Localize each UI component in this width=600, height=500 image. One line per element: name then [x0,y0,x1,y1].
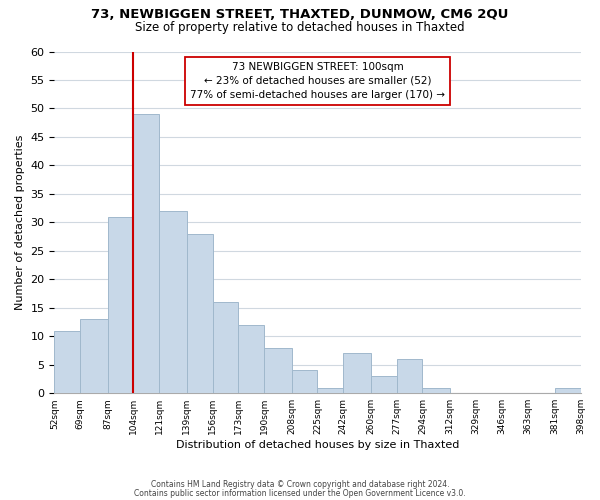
Text: Size of property relative to detached houses in Thaxted: Size of property relative to detached ho… [135,21,465,34]
Bar [371,376,397,393]
X-axis label: Distribution of detached houses by size in Thaxted: Distribution of detached houses by size … [176,440,459,450]
Bar [264,348,292,393]
Bar [317,388,343,393]
Bar [343,354,371,393]
Bar [212,302,238,393]
Bar [238,325,264,393]
Bar [55,330,80,393]
Bar [397,359,422,393]
Text: 73, NEWBIGGEN STREET, THAXTED, DUNMOW, CM6 2QU: 73, NEWBIGGEN STREET, THAXTED, DUNMOW, C… [91,8,509,20]
Text: 73 NEWBIGGEN STREET: 100sqm
← 23% of detached houses are smaller (52)
77% of sem: 73 NEWBIGGEN STREET: 100sqm ← 23% of det… [190,62,445,100]
Bar [133,114,160,393]
Text: Contains public sector information licensed under the Open Government Licence v3: Contains public sector information licen… [134,488,466,498]
Bar [554,388,581,393]
Bar [292,370,317,393]
Bar [187,234,212,393]
Bar [160,211,187,393]
Y-axis label: Number of detached properties: Number of detached properties [15,134,25,310]
Text: Contains HM Land Registry data © Crown copyright and database right 2024.: Contains HM Land Registry data © Crown c… [151,480,449,489]
Bar [422,388,450,393]
Bar [80,319,107,393]
Bar [107,216,133,393]
